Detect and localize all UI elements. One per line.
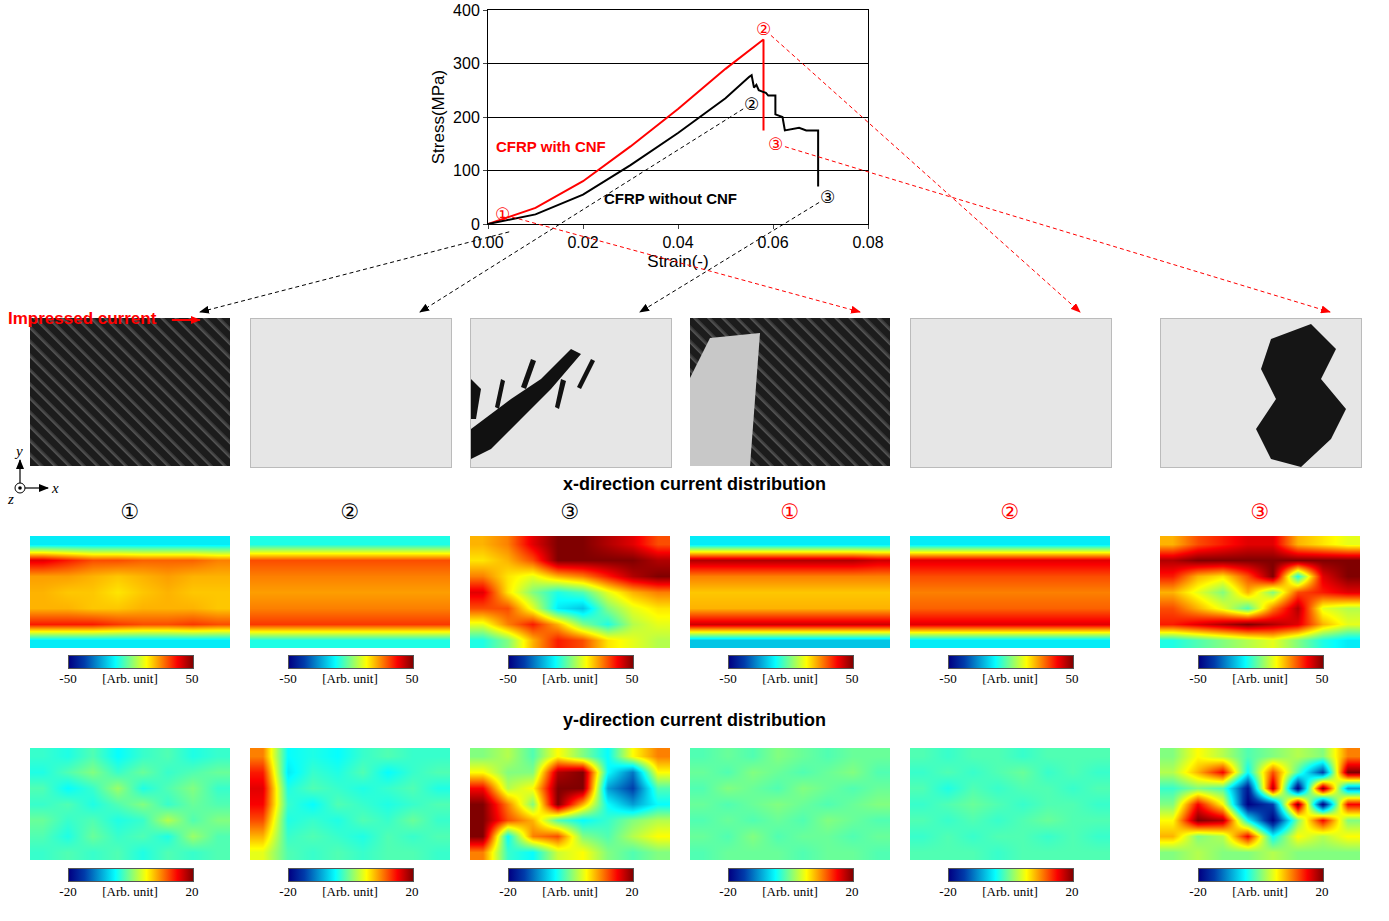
- html-text:y-direction current distributi: y-direction current distribution: [563, 710, 826, 730]
- svg-text:CFRP with CNF: CFRP with CNF: [496, 138, 606, 155]
- svg-text:0.00: 0.00: [472, 234, 503, 251]
- svg-text:③: ③: [768, 134, 783, 154]
- html-text:20: 20: [1065, 884, 1079, 899]
- html-text:50: 50: [845, 671, 859, 686]
- html-text:Impressed current: Impressed current: [8, 309, 157, 328]
- html-text:[Arb. unit]: [Arb. unit]: [1232, 884, 1288, 899]
- html-text:[Arb. unit]: [Arb. unit]: [762, 671, 818, 686]
- html-text:[Arb. unit]: [Arb. unit]: [322, 671, 378, 686]
- html-text:-20: -20: [939, 884, 957, 899]
- html-text:-50: -50: [279, 671, 297, 686]
- html-text:-50: -50: [59, 671, 77, 686]
- svg-text:0.02: 0.02: [567, 234, 598, 251]
- html-text:20: 20: [625, 884, 639, 899]
- html-text:50: 50: [1065, 671, 1079, 686]
- svg-text:z: z: [7, 491, 14, 507]
- svg-text:②: ②: [756, 19, 771, 39]
- svg-text:100: 100: [453, 162, 480, 179]
- html-text:[Arb. unit]: [Arb. unit]: [102, 671, 158, 686]
- html-text:①: ①: [780, 500, 800, 524]
- html-text:[Arb. unit]: [Arb. unit]: [1232, 671, 1288, 686]
- html-text:20: 20: [1315, 884, 1329, 899]
- html-text:[Arb. unit]: [Arb. unit]: [542, 671, 598, 686]
- html-text:[Arb. unit]: [Arb. unit]: [102, 884, 158, 899]
- svg-text:400: 400: [453, 2, 480, 19]
- svg-text:0.08: 0.08: [852, 234, 883, 251]
- html-text:-20: -20: [499, 884, 517, 899]
- html-text:-20: -20: [1189, 884, 1207, 899]
- svg-text:②: ②: [744, 94, 759, 114]
- html-text:-20: -20: [279, 884, 297, 899]
- html-text:[Arb. unit]: [Arb. unit]: [542, 884, 598, 899]
- svg-text:0.06: 0.06: [757, 234, 788, 251]
- html-text:-20: -20: [719, 884, 737, 899]
- html-text:20: 20: [845, 884, 859, 899]
- html-text:20: 20: [185, 884, 199, 899]
- svg-text:300: 300: [453, 55, 480, 72]
- html-text:[Arb. unit]: [Arb. unit]: [982, 671, 1038, 686]
- html-text:③: ③: [560, 500, 580, 524]
- svg-text:0.04: 0.04: [662, 234, 693, 251]
- html-text:-20: -20: [59, 884, 77, 899]
- html-text:[Arb. unit]: [Arb. unit]: [322, 884, 378, 899]
- html-text:[Arb. unit]: [Arb. unit]: [762, 884, 818, 899]
- svg-text:③: ③: [820, 187, 835, 207]
- svg-text:CFRP without CNF: CFRP without CNF: [604, 190, 737, 207]
- html-text:20: 20: [405, 884, 419, 899]
- html-text:-50: -50: [1189, 671, 1207, 686]
- html-text:50: 50: [1315, 671, 1329, 686]
- svg-text:x: x: [51, 480, 59, 496]
- svg-text:200: 200: [453, 109, 480, 126]
- html-text:②: ②: [1000, 500, 1020, 524]
- html-text:50: 50: [625, 671, 639, 686]
- html-text:②: ②: [340, 500, 360, 524]
- html-text:x-direction current distributi: x-direction current distribution: [563, 474, 826, 494]
- html-text:50: 50: [405, 671, 419, 686]
- html-text:50: 50: [185, 671, 199, 686]
- svg-text:Strain(-): Strain(-): [647, 252, 708, 271]
- html-text:-50: -50: [939, 671, 957, 686]
- html-text:③: ③: [1250, 500, 1270, 524]
- svg-text:0: 0: [471, 216, 480, 233]
- svg-text:y: y: [14, 443, 23, 459]
- html-text:[Arb. unit]: [Arb. unit]: [982, 884, 1038, 899]
- html-text:-50: -50: [499, 671, 517, 686]
- svg-text:①: ①: [495, 204, 510, 224]
- html-text:-50: -50: [719, 671, 737, 686]
- html-text:①: ①: [120, 500, 140, 524]
- svg-text:Stress(MPa): Stress(MPa): [429, 70, 448, 164]
